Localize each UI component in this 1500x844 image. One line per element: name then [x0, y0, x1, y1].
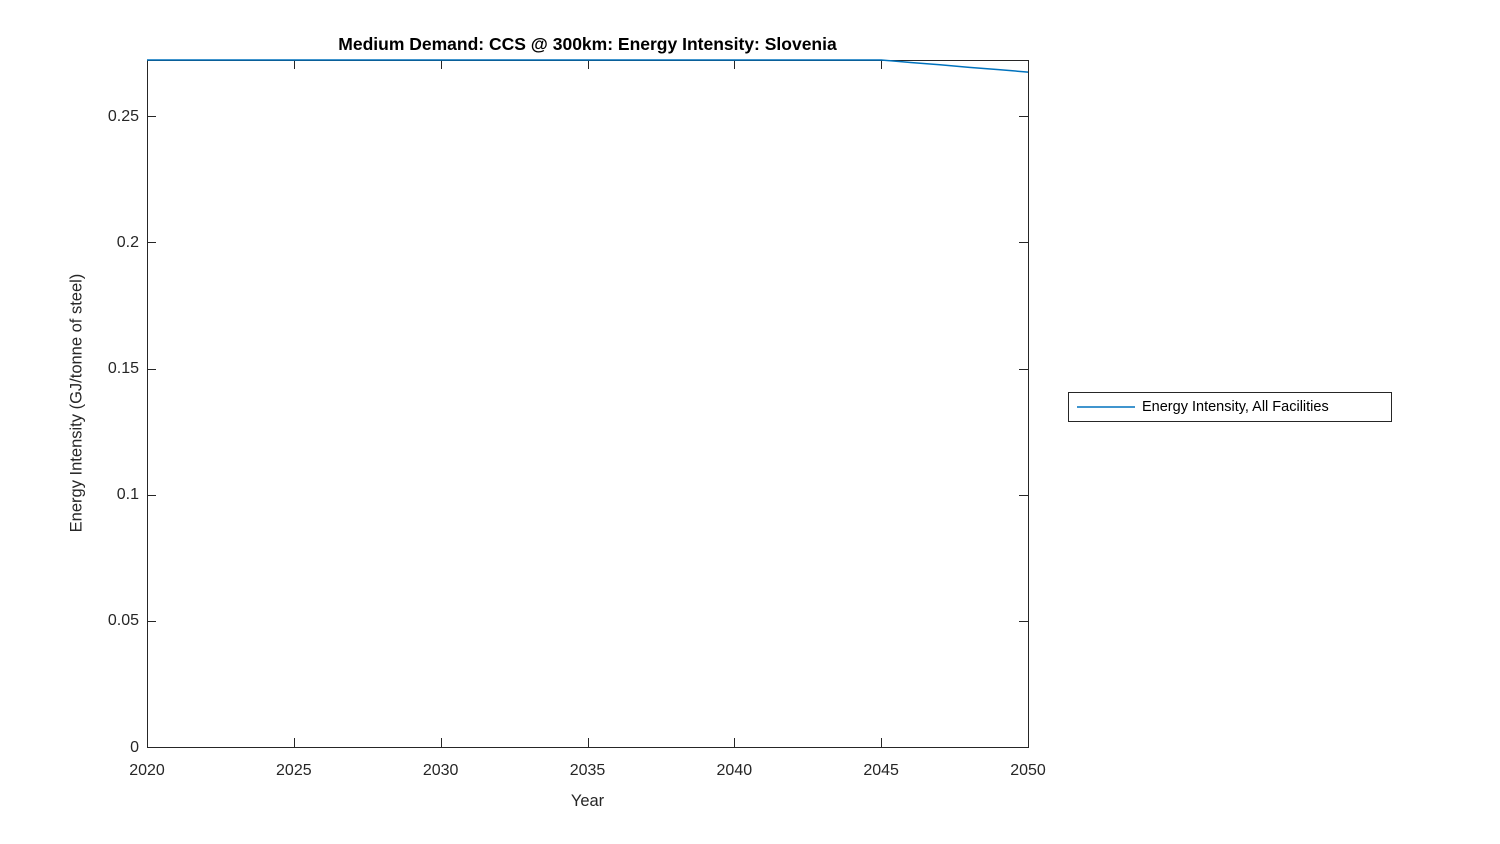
y-tick-label: 0	[130, 738, 139, 756]
x-tick-label: 2025	[276, 762, 312, 779]
x-axis-label: Year	[570, 792, 605, 810]
legend-entry-label: Energy Intensity, All Facilities	[1142, 399, 1329, 415]
x-tick-label: 2050	[1010, 762, 1046, 779]
y-tick-label: 0.2	[116, 233, 139, 251]
x-tick-label: 2035	[569, 762, 606, 779]
y-tick-label: 0.25	[107, 107, 139, 125]
x-tick-label: 2045	[863, 762, 899, 779]
y-tick-label: 0.05	[107, 612, 139, 630]
chart-title: Medium Demand: CCS @ 300km: Energy Inten…	[338, 34, 837, 54]
legend-box: Energy Intensity, All Facilities	[1068, 392, 1392, 422]
x-tick-label: 2020	[129, 762, 165, 779]
legend-line-sample	[1077, 406, 1135, 408]
y-tick-label: 0.1	[116, 486, 139, 504]
series-line-energy-intensity	[147, 59, 1029, 73]
plot-border	[147, 60, 1029, 748]
x-tick-label: 2040	[716, 762, 753, 779]
y-tick-label: 0.15	[107, 360, 139, 378]
x-tick-label: 2030	[422, 762, 459, 779]
